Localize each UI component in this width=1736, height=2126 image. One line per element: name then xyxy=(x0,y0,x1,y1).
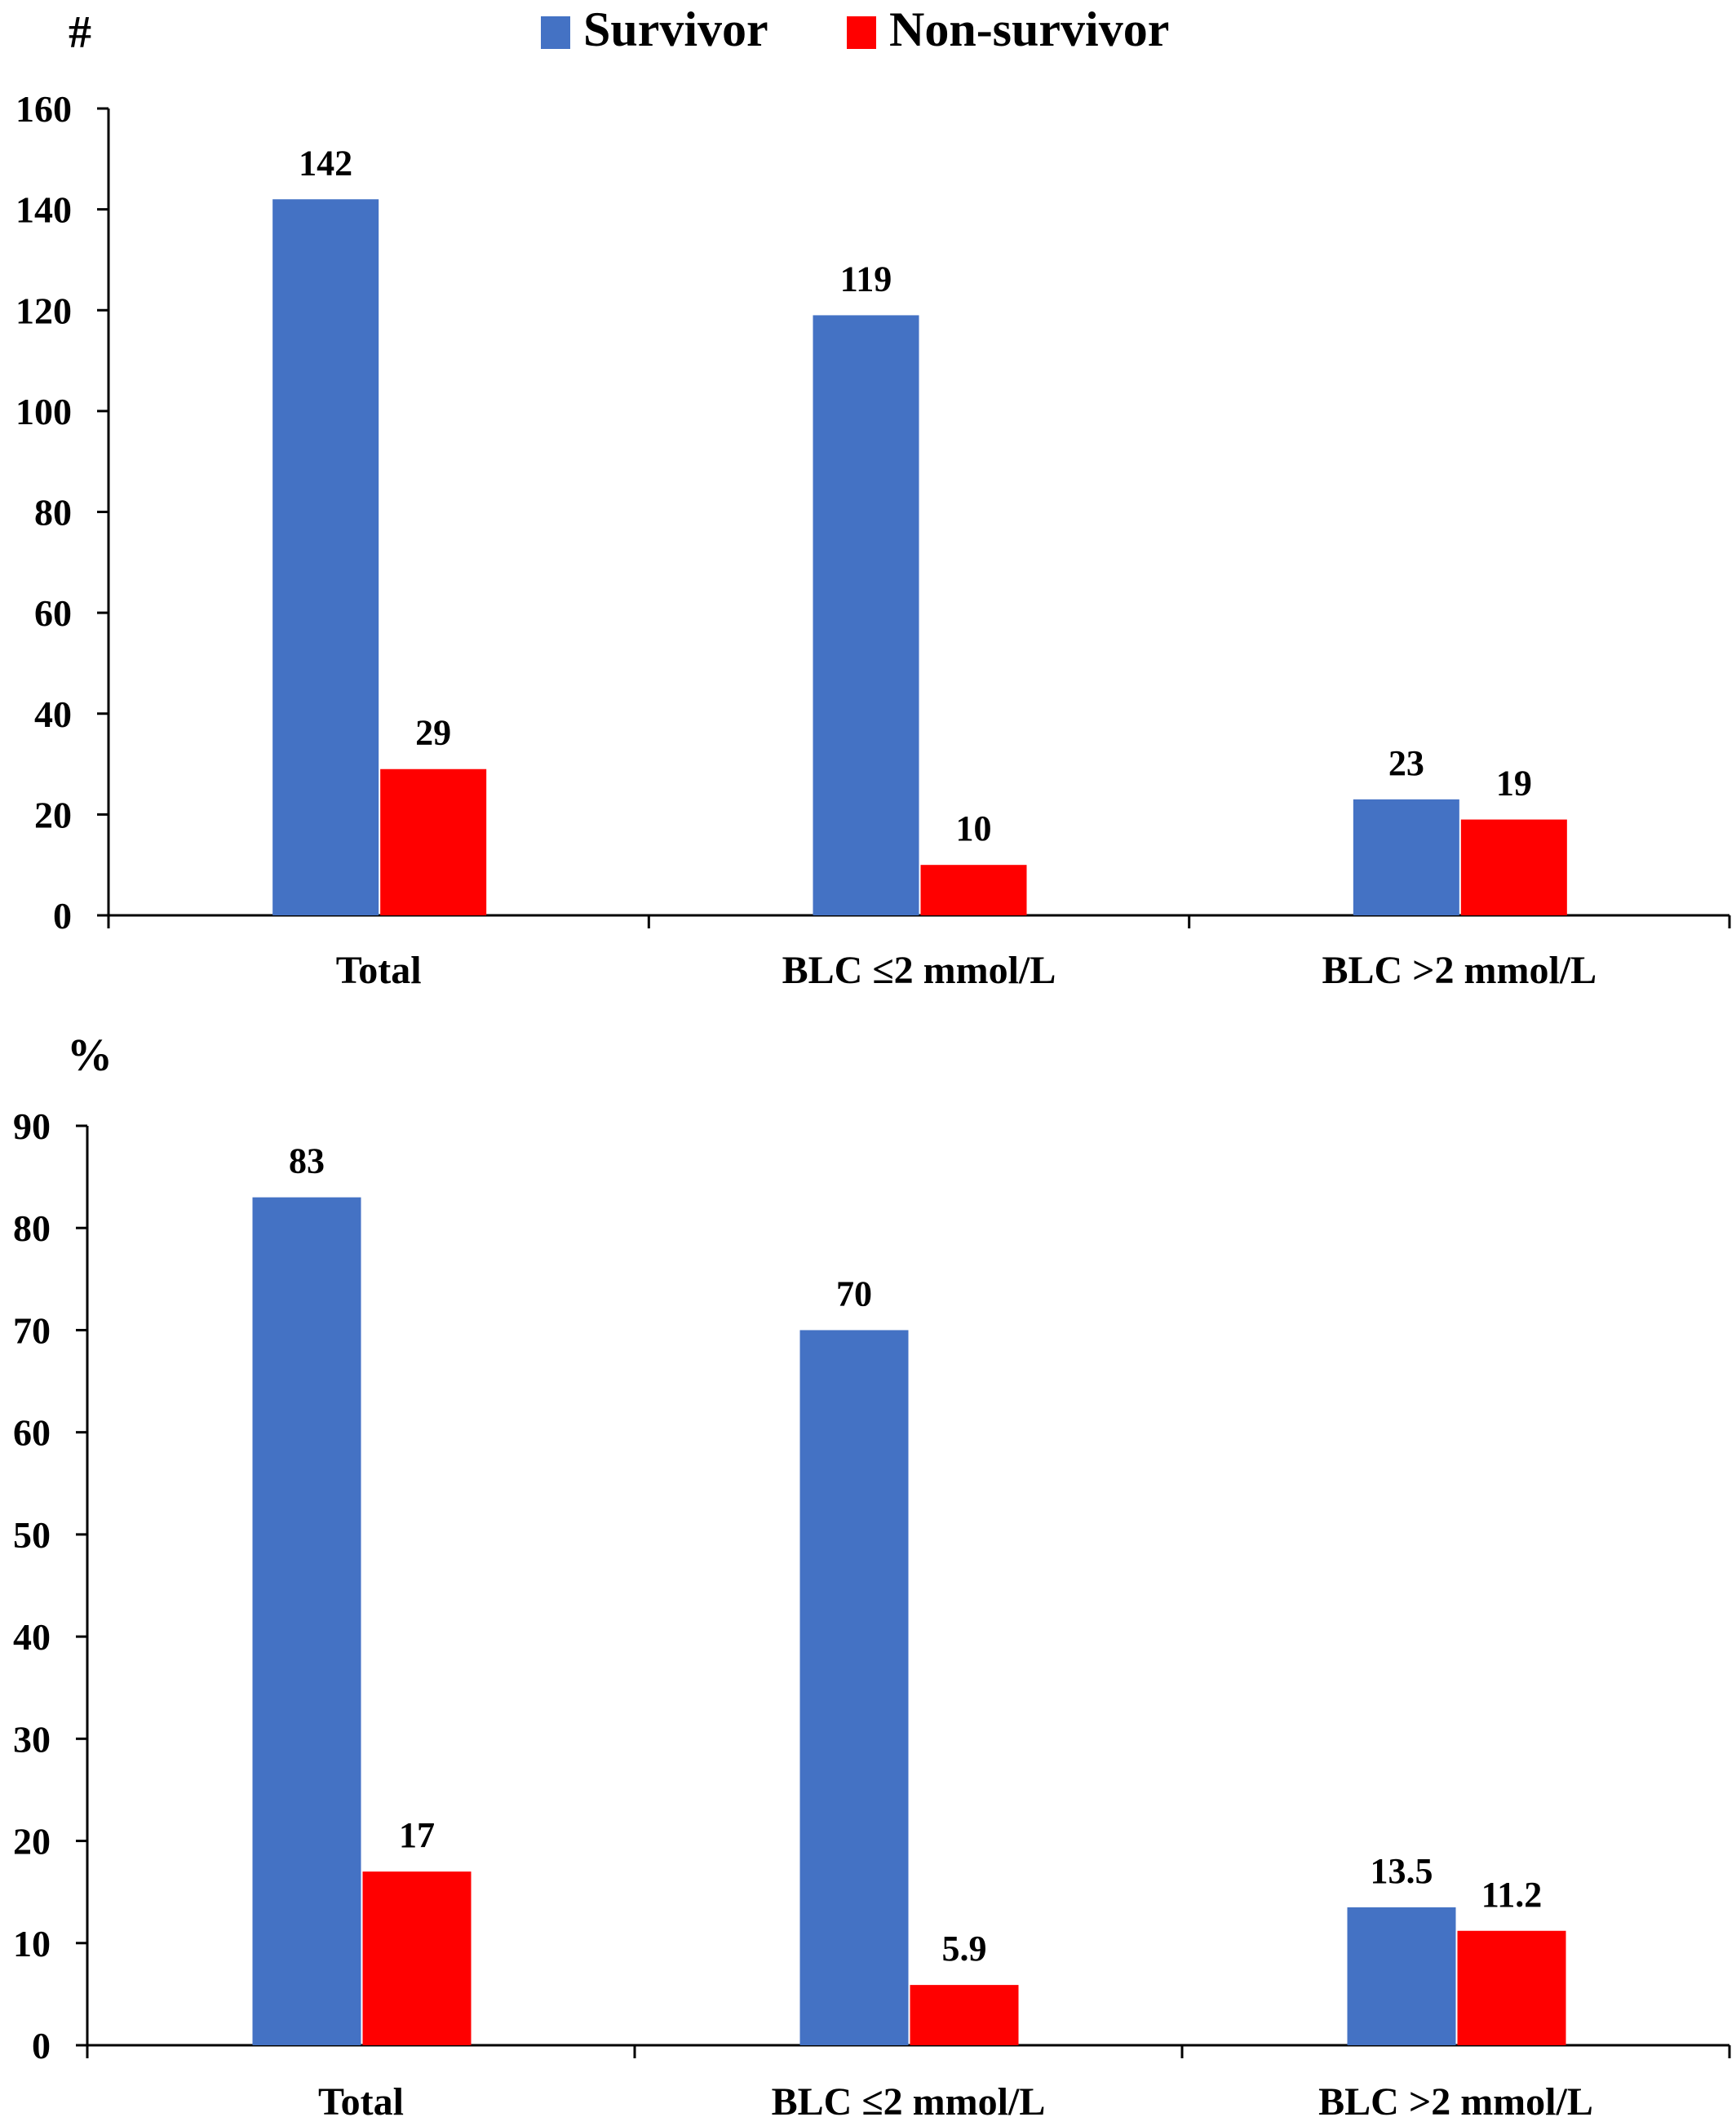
data-label-non-survivor-percent-1: 5.9 xyxy=(942,1929,987,1969)
y-tick-label-count-80: 80 xyxy=(34,492,72,534)
y-tick-label-count-20: 20 xyxy=(34,794,72,835)
data-label-survivor-count-1: 119 xyxy=(840,259,892,299)
bar-non-survivor-count-1 xyxy=(920,865,1027,915)
legend-swatch-non-survivor xyxy=(847,16,876,49)
data-label-survivor-percent-1: 70 xyxy=(836,1273,872,1313)
x-category-label-percent-2: BLC >2 mmol/L xyxy=(1318,2080,1593,2124)
y-tick-label-count-0: 0 xyxy=(53,895,72,937)
y-tick-label-percent-70: 70 xyxy=(13,1309,51,1351)
bar-survivor-count-2 xyxy=(1353,799,1459,915)
y-tick-label-percent-10: 10 xyxy=(13,1923,51,1964)
bar-non-survivor-percent-1 xyxy=(910,1985,1019,2045)
data-label-survivor-count-0: 142 xyxy=(299,143,352,183)
bar-non-survivor-percent-0 xyxy=(362,1871,472,2045)
bar-survivor-percent-1 xyxy=(799,1330,909,2045)
data-label-non-survivor-percent-0: 17 xyxy=(399,1815,435,1855)
x-category-label-count-1: BLC ≤2 mmol/L xyxy=(782,949,1056,992)
x-category-label-percent-0: Total xyxy=(318,2080,404,2124)
y-tick-label-count-160: 160 xyxy=(16,88,72,130)
y-tick-label-count-100: 100 xyxy=(16,391,72,432)
data-label-non-survivor-percent-2: 11.2 xyxy=(1481,1875,1543,1915)
y-tick-label-count-40: 40 xyxy=(34,693,72,735)
chart-panel-percent: % 0 10 20 30 40 50 60 70 80 90 Total 83 17 BLC ≤2 mmol… xyxy=(13,1030,1731,2124)
legend-label-survivor: Survivor xyxy=(583,2,768,56)
chart-panel-count: #0 20 40 60 80 100 120 140 160 Total 142 29 BLC ≤2 m… xyxy=(16,7,1731,992)
x-category-label-count-2: BLC >2 mmol/L xyxy=(1322,949,1596,992)
y-tick-label-percent-0: 0 xyxy=(32,2025,51,2066)
data-label-survivor-count-2: 23 xyxy=(1388,743,1424,783)
x-category-label-count-0: Total xyxy=(336,949,422,992)
y-tick-label-count-60: 60 xyxy=(34,592,72,634)
bar-survivor-percent-2 xyxy=(1347,1907,1456,2045)
data-label-non-survivor-count-2: 19 xyxy=(1496,764,1532,804)
y-tick-label-count-120: 120 xyxy=(16,290,72,331)
y-axis-label-count: # xyxy=(69,7,91,58)
y-axis-label-percent: % xyxy=(67,1030,113,1081)
legend: Survivor Non-survivor xyxy=(541,2,1169,56)
y-tick-label-percent-20: 20 xyxy=(13,1821,51,1862)
y-tick-label-count-140: 140 xyxy=(16,189,72,231)
bar-survivor-count-0 xyxy=(272,199,379,915)
y-tick-label-percent-60: 60 xyxy=(13,1412,51,1454)
y-tick-label-percent-90: 90 xyxy=(13,1105,51,1147)
data-label-non-survivor-count-1: 10 xyxy=(956,808,992,848)
bar-survivor-percent-0 xyxy=(252,1197,361,2045)
legend-label-non-survivor: Non-survivor xyxy=(889,2,1169,56)
bar-non-survivor-count-0 xyxy=(380,768,487,915)
y-tick-label-percent-40: 40 xyxy=(13,1616,51,1658)
data-label-survivor-percent-0: 83 xyxy=(289,1141,325,1181)
data-label-non-survivor-count-0: 29 xyxy=(415,713,451,753)
legend-swatch-survivor xyxy=(541,16,570,49)
y-tick-label-percent-80: 80 xyxy=(13,1207,51,1249)
bar-survivor-count-1 xyxy=(813,315,919,915)
y-tick-label-percent-50: 50 xyxy=(13,1514,51,1556)
x-category-label-percent-1: BLC ≤2 mmol/L xyxy=(772,2080,1046,2124)
data-label-survivor-percent-2: 13.5 xyxy=(1371,1851,1433,1891)
y-tick-label-percent-30: 30 xyxy=(13,1718,51,1760)
bar-non-survivor-percent-2 xyxy=(1457,1930,1566,2045)
bar-non-survivor-count-2 xyxy=(1460,819,1567,915)
